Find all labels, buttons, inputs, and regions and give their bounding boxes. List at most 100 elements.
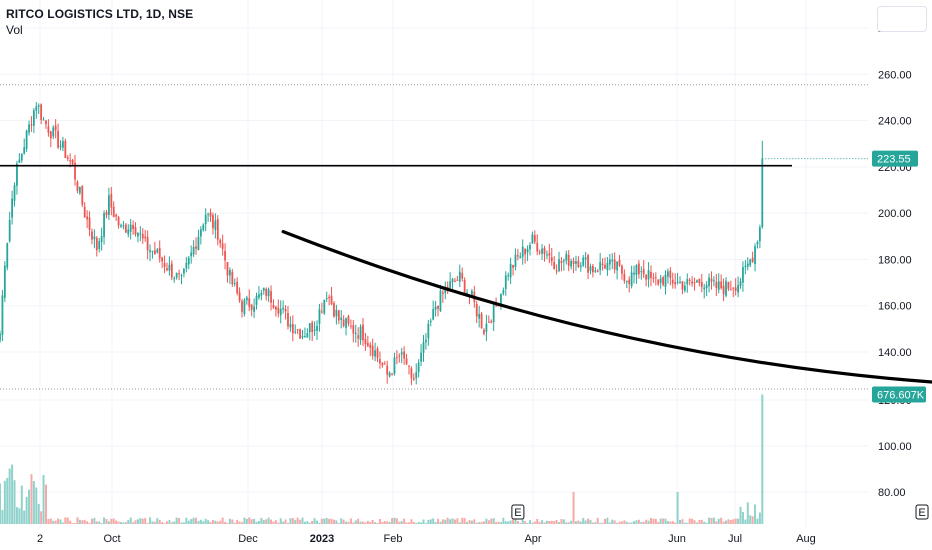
volume-bar xyxy=(691,518,694,524)
price-tick-label: 180.00 xyxy=(878,254,912,266)
volume-bar xyxy=(410,519,413,524)
candle-body xyxy=(265,288,268,297)
volume-bar xyxy=(749,515,752,524)
candle-body xyxy=(166,268,168,271)
volume-bar xyxy=(640,522,643,524)
candle-body xyxy=(224,250,226,261)
candle-body xyxy=(739,281,742,286)
candle-body xyxy=(127,229,130,235)
volume-bar xyxy=(197,521,200,524)
candle-body xyxy=(572,260,575,264)
volume-bar xyxy=(161,522,164,524)
candle-body xyxy=(180,274,183,276)
candle-body xyxy=(248,298,251,307)
candle-body xyxy=(458,271,461,282)
volume-bar xyxy=(647,520,650,524)
candle-body xyxy=(74,162,76,180)
candle-body xyxy=(456,279,459,281)
candle-body xyxy=(504,275,507,290)
chart-toolbar-button[interactable] xyxy=(877,6,927,32)
volume-bar xyxy=(528,520,531,524)
volume-bar xyxy=(572,492,575,524)
candle-body xyxy=(52,127,55,137)
volume-bar xyxy=(664,518,667,524)
volume-bar xyxy=(596,517,599,524)
volume-bar xyxy=(758,512,761,524)
volume-bar xyxy=(683,522,686,524)
earnings-marker: E xyxy=(915,504,929,520)
volume-bar xyxy=(245,518,248,524)
candle-body xyxy=(451,278,454,283)
candle-body xyxy=(650,271,652,278)
candle-body xyxy=(734,287,737,291)
volume-bar xyxy=(444,519,447,524)
volume-bar xyxy=(720,517,723,524)
volume-bar xyxy=(398,521,401,524)
volume-bar xyxy=(158,519,161,524)
candle-body xyxy=(45,120,47,125)
volume-bar xyxy=(679,519,682,524)
candle-body xyxy=(253,306,255,312)
candle-body xyxy=(241,301,243,312)
candle-body xyxy=(480,313,483,329)
volume-bar xyxy=(90,518,93,524)
volume-bar xyxy=(202,521,205,524)
candle-body xyxy=(495,305,497,307)
cup-curve xyxy=(281,230,932,384)
volume-indicator-label[interactable]: Vol xyxy=(6,23,23,37)
candle-body xyxy=(398,355,401,357)
candle-body xyxy=(567,254,570,266)
candle-body xyxy=(705,285,708,288)
volume-bar xyxy=(134,520,137,524)
candle-body xyxy=(20,153,23,161)
candle-body xyxy=(403,351,406,359)
volume-bar xyxy=(374,522,377,524)
volume-bar xyxy=(64,517,67,524)
candle-body xyxy=(592,265,594,273)
volume-bar xyxy=(378,518,381,524)
volume-bar xyxy=(756,518,759,524)
candle-body xyxy=(0,333,1,341)
volume-bar xyxy=(236,519,239,524)
volume-bar xyxy=(127,520,130,524)
candle-body xyxy=(18,159,21,163)
volume-bar xyxy=(574,521,577,524)
volume-bar xyxy=(727,519,730,524)
volume-bar xyxy=(560,519,563,524)
candle-body xyxy=(347,316,350,324)
volume-bar xyxy=(635,520,638,524)
candle-body xyxy=(599,262,602,271)
candle-body xyxy=(141,234,144,239)
volume-bar xyxy=(744,519,747,524)
volume-bar xyxy=(548,520,551,524)
volume-bar xyxy=(25,496,28,524)
volume-bar xyxy=(144,518,147,524)
candle-body xyxy=(340,317,343,321)
volume-bar xyxy=(345,521,348,524)
volume-bar xyxy=(209,521,212,524)
volume-bar xyxy=(335,520,338,524)
candle-body xyxy=(11,198,13,218)
volume-bar xyxy=(461,517,464,524)
volume-bar xyxy=(420,522,423,524)
volume-bar xyxy=(255,521,258,524)
candle-body xyxy=(555,270,558,272)
volume-bar xyxy=(277,522,280,524)
symbol-title[interactable]: RITCO LOGISTICS LTD, 1D, NSE xyxy=(6,7,194,21)
volume-bar xyxy=(42,474,45,524)
volume-bar xyxy=(473,519,476,524)
candle-body xyxy=(628,279,631,284)
candle-body xyxy=(483,329,485,334)
volume-bar xyxy=(558,522,561,524)
last-price-badge: 223.55 xyxy=(872,150,918,167)
candle-body xyxy=(137,233,139,237)
volume-bar xyxy=(35,487,38,524)
volume-bar xyxy=(52,520,55,524)
candle-body xyxy=(722,286,725,294)
candle-body xyxy=(577,260,580,268)
volume-bar xyxy=(272,521,275,524)
volume-bar xyxy=(710,517,713,524)
volume-bar xyxy=(83,519,86,524)
candle-body xyxy=(746,263,749,267)
